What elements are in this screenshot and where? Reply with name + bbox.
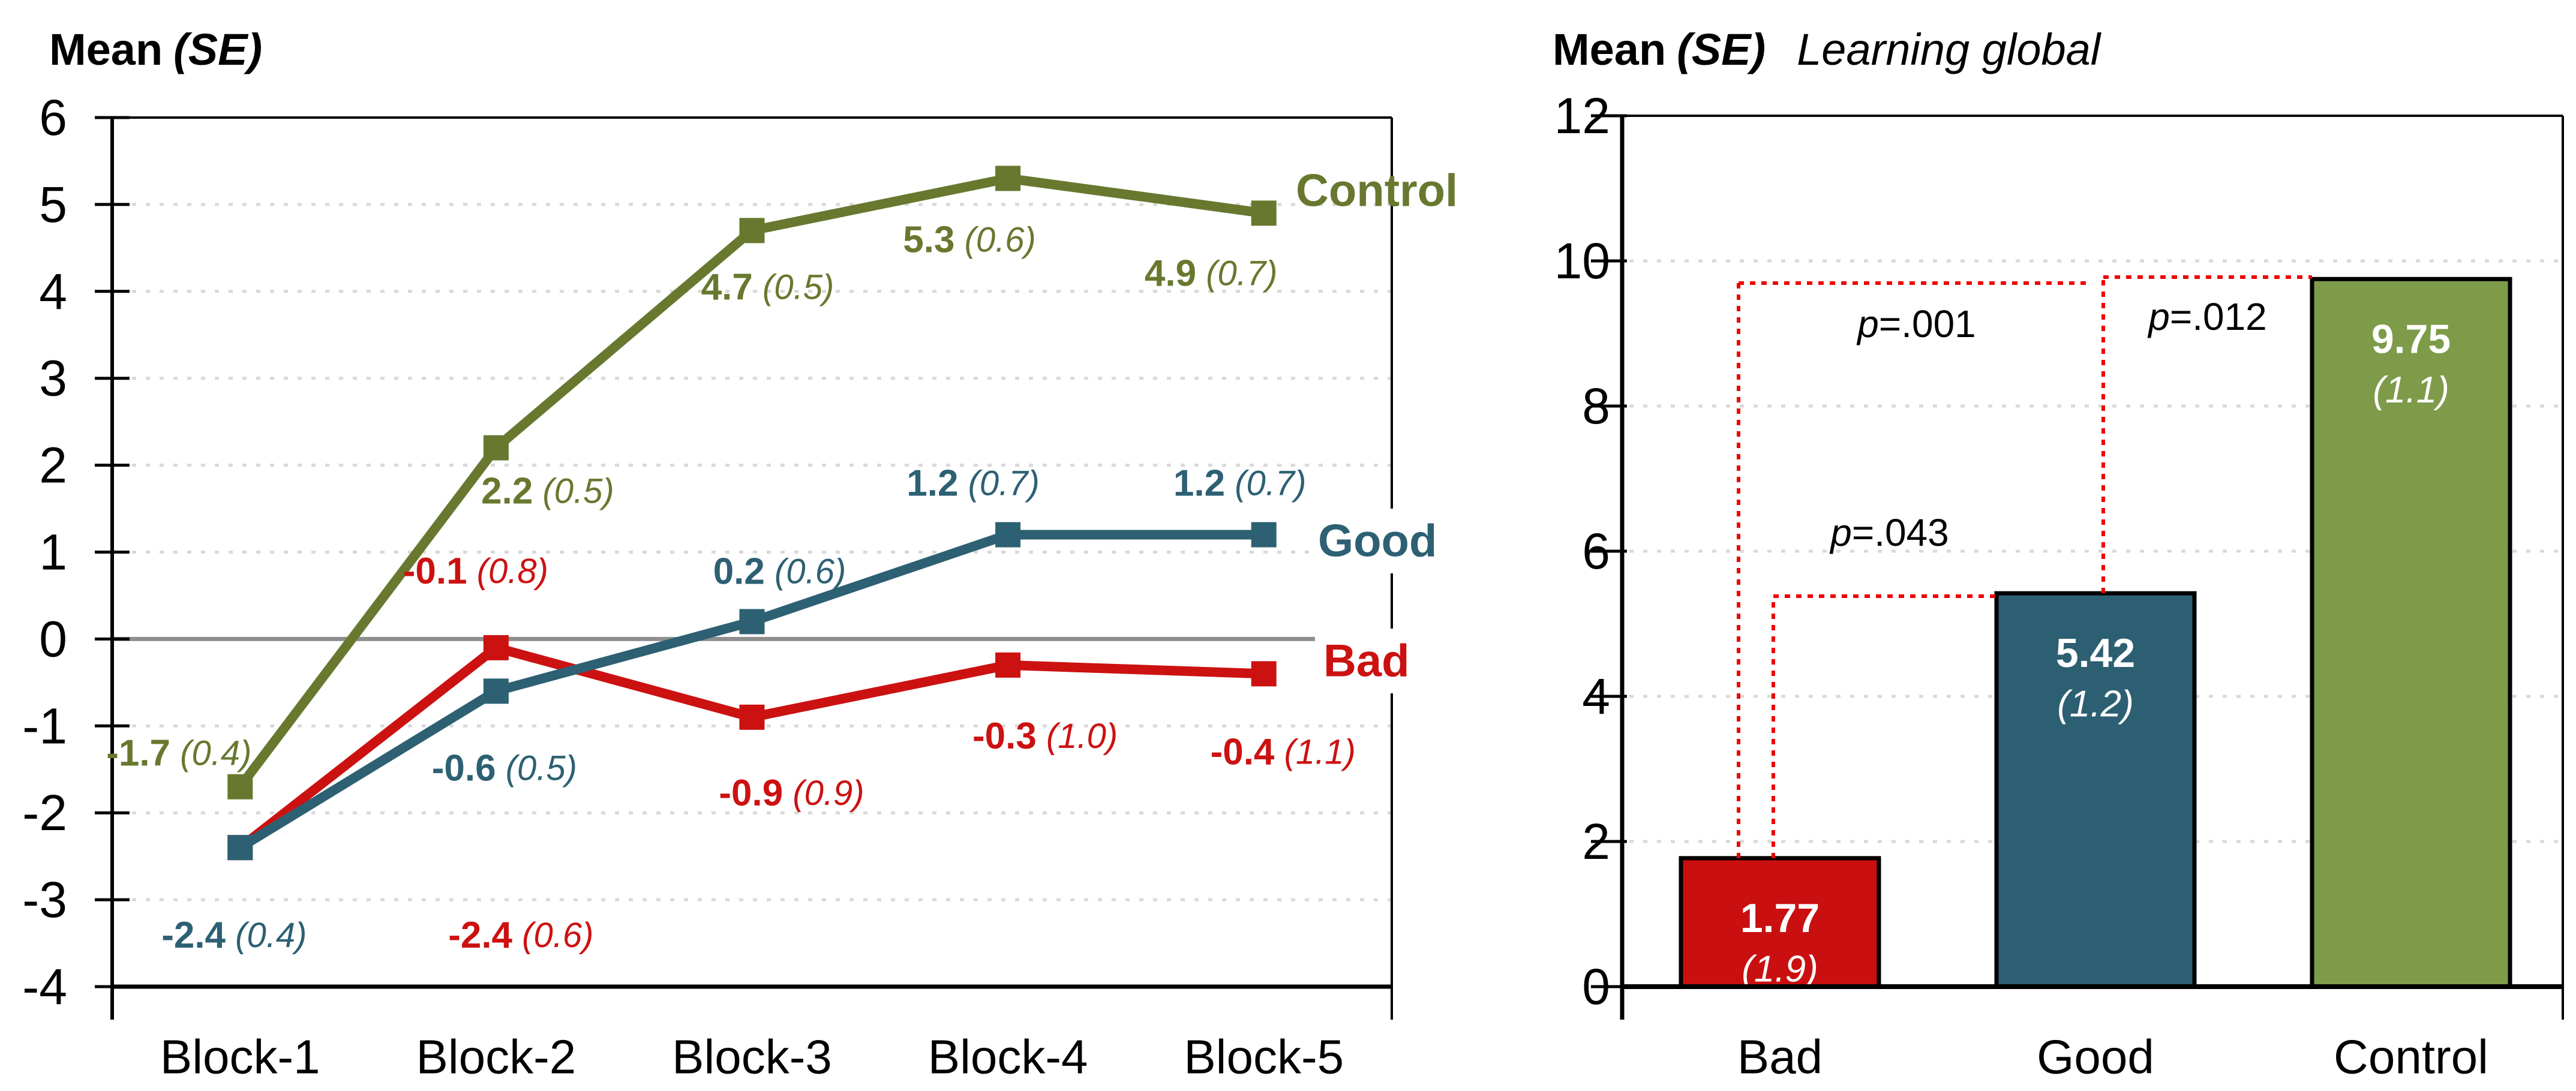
series-legend-label: Bad <box>1323 636 1410 687</box>
data-point-marker <box>483 635 509 660</box>
y-axis-label: -1 <box>22 698 67 754</box>
y-axis-label: 0 <box>1582 958 1610 1015</box>
data-point-marker <box>227 835 253 861</box>
series-bad: -2.4 (0.6) -0.1 (0.8) -0.9 (0.9) -0.3 (1.0)… <box>227 550 1489 956</box>
data-label: 4.7 (0.5) <box>701 266 834 308</box>
data-label: -2.4 (0.6) <box>448 915 593 956</box>
data-label: 1.2 (0.7) <box>1173 462 1307 504</box>
bar-se-label: (1.1) <box>2373 369 2449 411</box>
left-title-se: (SE) <box>173 25 263 74</box>
data-label: -0.3 (1.0) <box>972 715 1118 756</box>
y-axis-label: -2 <box>22 785 67 841</box>
bar-chart: 1.77 (1.9) Bad 5.42 (1.2) Good 9.75 (1.1) Contro… <box>1554 88 2564 1084</box>
y-axis-label: 4 <box>1582 668 1610 725</box>
bar-control <box>2310 276 2512 989</box>
data-label: 4.9 (0.7) <box>1145 253 1278 294</box>
y-axis-label: 1 <box>39 524 67 581</box>
y-axis-label: 8 <box>1582 378 1610 434</box>
data-label: -0.1 (0.8) <box>403 550 548 591</box>
data-point-marker <box>483 678 509 704</box>
y-axis-label: 12 <box>1554 88 1610 144</box>
y-axis-label: 4 <box>39 263 67 320</box>
significance-bracket-good-vs-control <box>2101 275 2312 593</box>
data-point-marker <box>1251 522 1277 548</box>
data-label: -2.4 (0.4) <box>161 915 307 956</box>
p-value-label: p=.043 <box>1829 511 1949 554</box>
bar-value-label: 5.42 <box>2056 630 2135 676</box>
p-value-label: p=.001 <box>1856 302 1976 345</box>
data-label: 1.2 (0.7) <box>906 462 1040 504</box>
x-axis-label: Good <box>2037 1030 2154 1084</box>
y-axis-label: 0 <box>39 611 67 667</box>
x-axis-label: Block-1 <box>160 1030 320 1084</box>
x-axis-label: Block-3 <box>672 1030 832 1084</box>
significance-bracket-bad-vs-good <box>1772 594 1996 858</box>
series-control: -1.7 (0.4) 2.2 (0.5) 4.7 (0.5) 5.3 (0.6) 4.9… <box>106 166 1458 800</box>
y-axis-label: -4 <box>22 958 67 1015</box>
right-title-mean: Mean <box>1553 25 1667 74</box>
data-point-marker <box>227 774 253 800</box>
bar-value-label: 9.75 <box>2371 316 2451 362</box>
data-label: 5.3 (0.6) <box>903 219 1036 260</box>
y-axis-label: 3 <box>39 350 67 407</box>
x-axis-label: Block-4 <box>928 1030 1088 1084</box>
legend-label-background <box>1310 509 1508 573</box>
y-axis-label: 2 <box>39 437 67 494</box>
x-axis-label: Control <box>2334 1030 2488 1084</box>
y-axis-label: 10 <box>1554 233 1610 289</box>
data-label: 0.2 (0.6) <box>713 551 846 592</box>
data-label: -0.4 (1.1) <box>1211 731 1356 773</box>
data-point-marker <box>739 218 765 244</box>
bar-good <box>1994 591 2197 989</box>
significance-bracket-bad-vs-control <box>1737 281 2089 858</box>
data-point-marker <box>739 609 765 635</box>
data-point-marker <box>1251 661 1277 687</box>
line-chart: 6 5 4 3 2 1 0 -1 -2 -3 -4 Block-1 Block-2 Block-3 Bloc… <box>22 89 1508 1084</box>
y-axis-label: 2 <box>1582 813 1610 870</box>
right-chart-title: Mean (SE) Learning global <box>1553 24 2100 75</box>
bar-se-label: (1.9) <box>1742 948 1818 990</box>
series-legend-label: Good <box>1318 516 1437 567</box>
left-chart-title: Mean (SE) <box>49 24 262 75</box>
right-title-se: (SE) <box>1677 25 1766 74</box>
series-good: -2.4 (0.4) -0.6 (0.5) 0.2 (0.6) 1.2 (0.7) 1.… <box>161 462 1508 956</box>
data-label: -0.9 (0.9) <box>719 772 864 813</box>
p-value-label: p=.012 <box>2147 295 2267 338</box>
data-point-marker <box>995 522 1021 548</box>
data-label: 2.2 (0.5) <box>481 470 614 512</box>
data-point-marker <box>739 704 765 730</box>
x-axis-label: Bad <box>1737 1030 1823 1084</box>
data-point-marker <box>1251 200 1277 226</box>
data-label: -0.6 (0.5) <box>432 747 577 789</box>
x-axis-label: Block-2 <box>416 1030 577 1084</box>
y-axis-label: 6 <box>39 89 67 146</box>
data-point-marker <box>995 166 1021 191</box>
series-legend-label: Control <box>1296 166 1458 217</box>
bar-se-label: (1.2) <box>2057 684 2133 725</box>
data-point-marker <box>995 652 1021 678</box>
data-label: -1.7 (0.4) <box>106 732 251 774</box>
data-point-marker <box>483 435 509 461</box>
legend-label-background <box>1315 629 1489 693</box>
x-axis-label: Block-5 <box>1184 1030 1344 1084</box>
right-title-subtitle: Learning global <box>1797 25 2101 74</box>
y-axis-label: -3 <box>22 871 67 928</box>
bar-value-label: 1.77 <box>1740 895 1820 941</box>
y-axis-label: 5 <box>39 176 67 233</box>
y-axis-label: 6 <box>1582 523 1610 579</box>
left-title-mean: Mean <box>49 25 163 74</box>
